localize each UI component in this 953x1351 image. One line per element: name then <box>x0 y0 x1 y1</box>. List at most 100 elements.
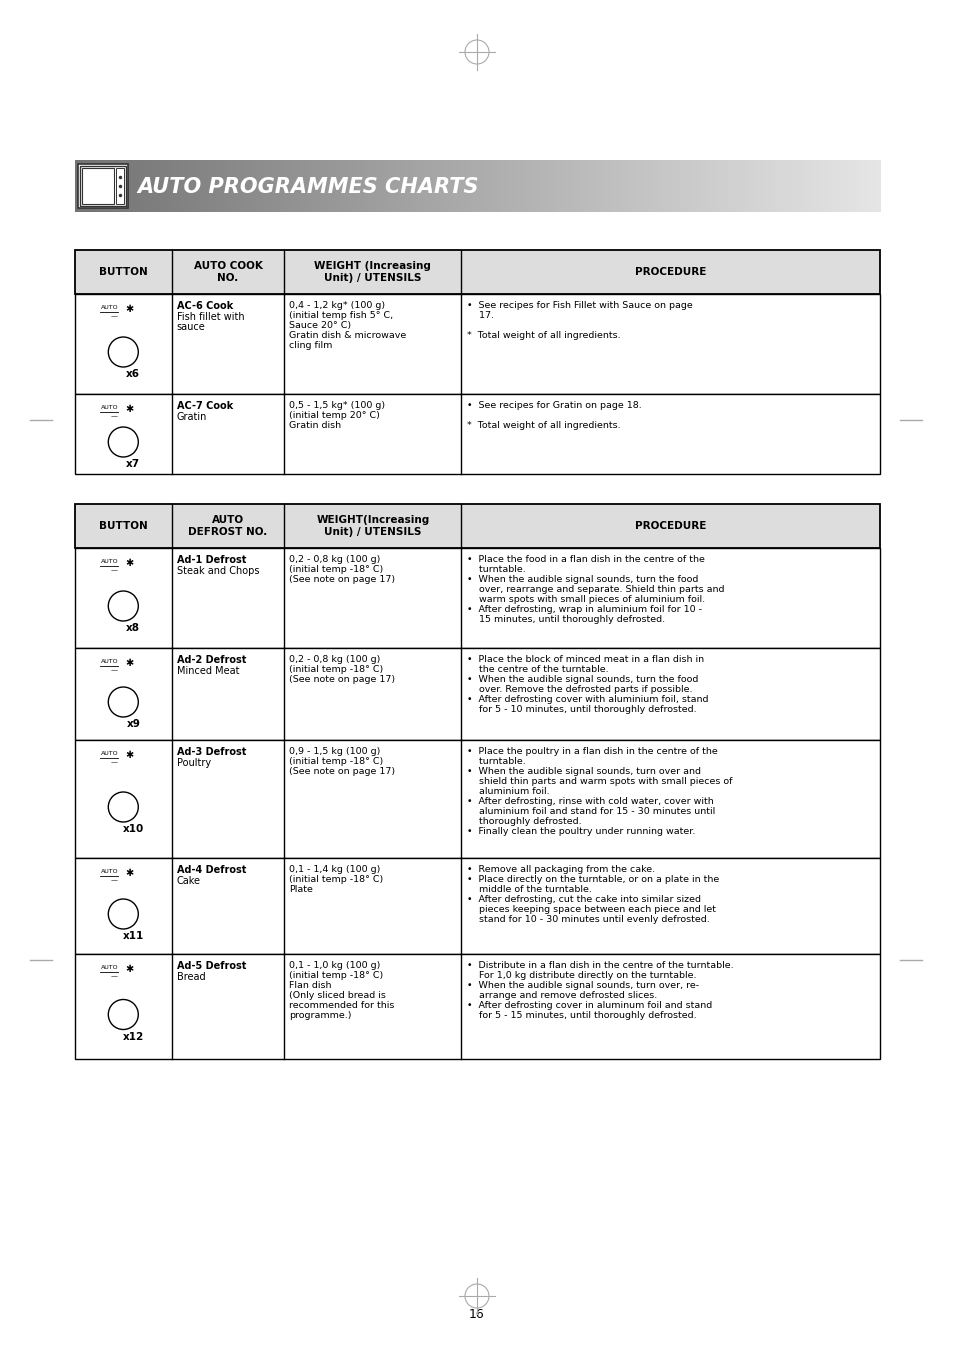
Text: •  After defrosting, rinse with cold water, cover with: • After defrosting, rinse with cold wate… <box>467 797 714 807</box>
Text: Ad-1 Defrost: Ad-1 Defrost <box>176 555 246 565</box>
Bar <box>666 159 671 212</box>
Text: AUTO
DEFROST NO.: AUTO DEFROST NO. <box>188 515 267 538</box>
Bar <box>590 159 595 212</box>
Bar <box>570 159 575 212</box>
Bar <box>699 159 703 212</box>
Text: Sauce 20° C): Sauce 20° C) <box>289 322 351 330</box>
Bar <box>549 159 555 212</box>
Text: middle of the turntable.: middle of the turntable. <box>467 885 592 894</box>
Text: •  After defrosting, wrap in aluminium foil for 10 -: • After defrosting, wrap in aluminium fo… <box>467 605 701 613</box>
Text: Plate: Plate <box>289 885 313 894</box>
Bar <box>159 159 164 212</box>
Bar <box>244 159 249 212</box>
Bar <box>670 159 675 212</box>
Text: •  When the audible signal sounds, turn over and: • When the audible signal sounds, turn o… <box>467 767 700 775</box>
Text: PROCEDURE: PROCEDURE <box>635 521 705 531</box>
Bar <box>413 159 417 212</box>
Text: (initial temp fish 5° C,: (initial temp fish 5° C, <box>289 311 393 320</box>
Bar <box>75 549 879 648</box>
Bar <box>333 159 337 212</box>
Bar <box>288 159 293 212</box>
Bar <box>152 159 156 212</box>
Text: Poultry: Poultry <box>176 758 211 767</box>
Text: •  After defrosting cover with aluminium foil, stand: • After defrosting cover with aluminium … <box>467 694 708 704</box>
Bar <box>107 159 112 212</box>
Bar <box>296 159 301 212</box>
Text: AUTO: AUTO <box>100 869 118 874</box>
Bar <box>409 159 414 212</box>
Bar <box>324 159 329 212</box>
Bar <box>380 159 386 212</box>
Bar <box>436 159 442 212</box>
Bar <box>99 159 104 212</box>
Bar <box>212 159 216 212</box>
Text: —: — <box>111 667 117 673</box>
Text: recommended for this: recommended for this <box>289 1001 395 1011</box>
Text: Steak and Chops: Steak and Chops <box>176 566 259 576</box>
Bar <box>642 159 647 212</box>
Bar <box>456 159 462 212</box>
Text: (See note on page 17): (See note on page 17) <box>289 576 395 584</box>
Text: •  Finally clean the poultry under running water.: • Finally clean the poultry under runnin… <box>467 827 695 836</box>
Bar <box>529 159 535 212</box>
Bar <box>199 159 205 212</box>
Text: WEIGHT(Increasing
Unit) / UTENSILS: WEIGHT(Increasing Unit) / UTENSILS <box>315 515 429 538</box>
Bar <box>135 159 140 212</box>
Text: over. Remove the defrosted parts if possible.: over. Remove the defrosted parts if poss… <box>467 685 692 694</box>
Bar <box>353 159 357 212</box>
Bar <box>706 159 711 212</box>
Text: x6: x6 <box>126 369 140 380</box>
Bar <box>650 159 655 212</box>
Text: programme.): programme.) <box>289 1011 352 1020</box>
Bar <box>779 159 783 212</box>
Text: •  When the audible signal sounds, turn over, re-: • When the audible signal sounds, turn o… <box>467 981 699 990</box>
Text: ✱: ✱ <box>125 658 133 667</box>
Text: •  Place the food in a flan dish in the centre of the: • Place the food in a flan dish in the c… <box>467 555 704 563</box>
Bar <box>839 159 844 212</box>
Bar <box>755 159 760 212</box>
Bar <box>396 159 401 212</box>
Bar <box>815 159 820 212</box>
Bar <box>485 159 490 212</box>
Bar <box>509 159 515 212</box>
Text: For 1,0 kg distribute directly on the turntable.: For 1,0 kg distribute directly on the tu… <box>467 971 697 979</box>
Bar <box>806 159 812 212</box>
Bar <box>831 159 836 212</box>
Bar <box>682 159 687 212</box>
Bar <box>195 159 200 212</box>
Bar <box>364 159 370 212</box>
Bar <box>534 159 538 212</box>
Bar <box>75 295 879 394</box>
Text: •  Place the block of minced meat in a flan dish in: • Place the block of minced meat in a fl… <box>467 655 703 663</box>
Bar <box>851 159 856 212</box>
Bar <box>827 159 832 212</box>
Bar <box>614 159 618 212</box>
Bar <box>875 159 880 212</box>
Bar <box>280 159 285 212</box>
Bar <box>344 159 350 212</box>
Bar <box>132 159 136 212</box>
Text: •  After defrosting, cut the cake into similar sized: • After defrosting, cut the cake into si… <box>467 894 700 904</box>
Bar <box>558 159 562 212</box>
Bar <box>465 159 470 212</box>
Bar <box>489 159 494 212</box>
Bar <box>116 168 124 204</box>
Bar <box>719 159 723 212</box>
Bar <box>730 159 736 212</box>
Bar <box>292 159 297 212</box>
Bar <box>91 159 96 212</box>
Text: (initial temp 20° C): (initial temp 20° C) <box>289 411 380 420</box>
Text: (initial temp -18° C): (initial temp -18° C) <box>289 875 383 884</box>
Text: Ad-2 Defrost: Ad-2 Defrost <box>176 655 246 665</box>
Bar <box>819 159 823 212</box>
Bar <box>300 159 305 212</box>
Text: x11: x11 <box>123 931 144 942</box>
Bar <box>264 159 269 212</box>
Bar <box>598 159 602 212</box>
Text: ✱: ✱ <box>125 750 133 761</box>
Bar <box>127 159 132 212</box>
Bar <box>228 159 233 212</box>
Bar <box>148 159 152 212</box>
Bar <box>75 159 80 212</box>
Text: —: — <box>111 413 117 419</box>
